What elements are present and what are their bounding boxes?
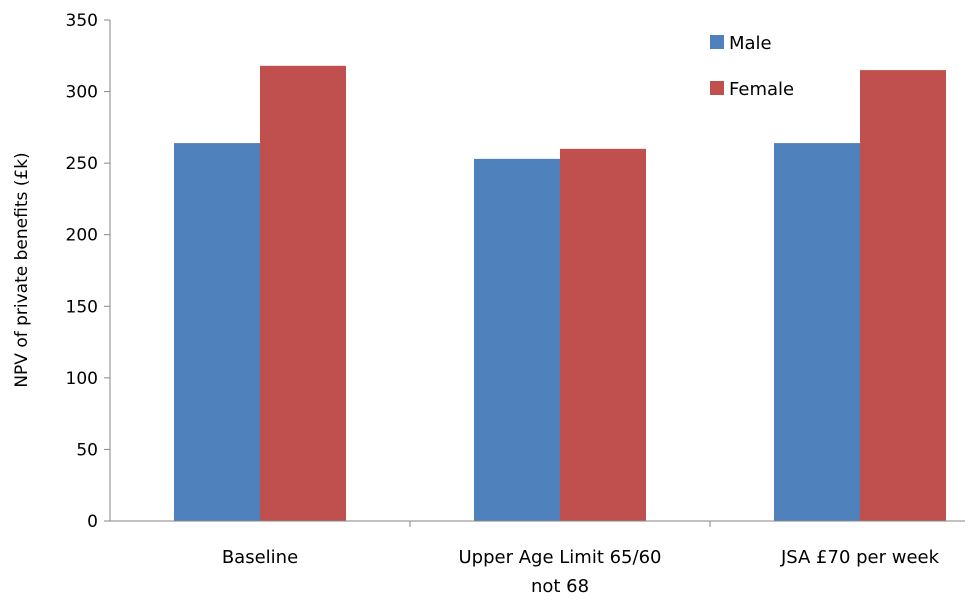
bar-male-1 [474, 158, 560, 521]
bar-male-2 [774, 143, 860, 522]
legend-swatch-female [710, 81, 724, 95]
bar-female-2 [860, 70, 946, 521]
x-category-label: Baseline [222, 547, 298, 568]
y-axis-ticks: 0 50 100 150 200 250 300 350 [66, 11, 110, 532]
legend: Male Female [710, 33, 794, 100]
y-tick-label: 150 [66, 297, 98, 317]
bars [174, 65, 946, 522]
y-tick-label: 350 [66, 11, 98, 31]
x-category-label: Upper Age Limit 65/60 [459, 547, 662, 568]
y-tick-label: 50 [76, 440, 98, 460]
legend-label-female: Female [729, 79, 794, 100]
bar-female-0 [260, 65, 346, 521]
category-labels: Baseline Upper Age Limit 65/60 not 68 JSA £… [222, 547, 940, 597]
y-axis-label: NPV of private benefits (£k) [12, 152, 32, 387]
y-tick-label: 200 [66, 226, 98, 246]
bar-male-0 [174, 143, 260, 522]
y-tick-label: 0 [87, 512, 98, 532]
legend-swatch-male [710, 35, 724, 49]
axes [109, 20, 965, 527]
y-tick-label: 250 [66, 154, 98, 174]
x-category-label: not 68 [531, 576, 589, 597]
x-category-label: JSA £70 per week [780, 547, 940, 568]
legend-label-male: Male [729, 33, 772, 54]
bar-female-1 [560, 148, 646, 522]
y-tick-label: 100 [66, 369, 98, 389]
y-tick-label: 300 [66, 83, 98, 103]
